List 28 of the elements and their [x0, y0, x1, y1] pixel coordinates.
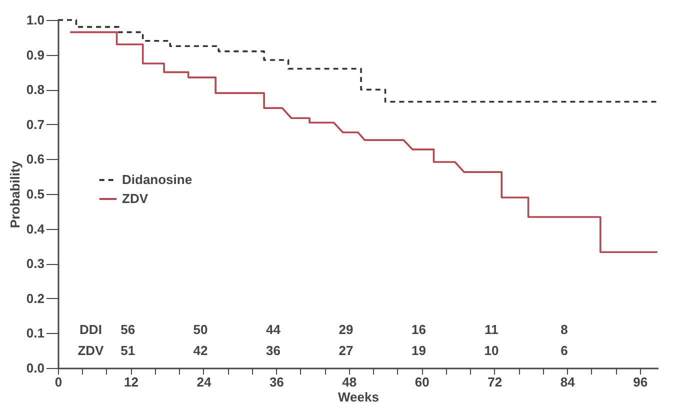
y-tick-label: 0.1 — [26, 326, 44, 341]
y-tick-label: 0.6 — [26, 152, 44, 167]
line-series — [57, 19, 659, 103]
x-tick-label: 60 — [414, 374, 430, 390]
y-axis-title: Probability — [7, 160, 22, 228]
y-tick-label: 0.9 — [26, 47, 44, 62]
x-tick-label: 72 — [488, 374, 502, 390]
legend-label: ZDV — [122, 191, 148, 206]
y-tick-label: 0.3 — [26, 256, 44, 272]
text: ZDV 51 42 36 27 19 10 6 — [78, 343, 568, 358]
text: DDI 56 50 44 29 16 11 8 — [80, 322, 568, 337]
y-tick-label: 0.0 — [26, 360, 44, 376]
x-tick-label: 0 — [54, 374, 62, 390]
x-tick-label: 96 — [633, 374, 648, 390]
legend-label: Didanosine — [122, 172, 192, 187]
y-tick-label: 0.8 — [26, 82, 44, 98]
y-tick-label: 0.7 — [26, 116, 44, 132]
line-series — [69, 31, 658, 254]
y-tick-label: 0.4 — [26, 221, 46, 236]
x-tick-label: 24 — [196, 374, 212, 390]
x-tick-label: 12 — [124, 374, 138, 390]
y-tick-label: 0.5 — [26, 186, 44, 202]
y-tick-label: 0.2 — [26, 290, 44, 306]
x-axis-title: Weeks — [338, 390, 379, 404]
y-tick-label: 1.0 — [26, 12, 44, 28]
x-tick-label: 36 — [269, 374, 284, 390]
x-tick-label: 48 — [342, 374, 357, 390]
x-tick-label: 84 — [560, 374, 576, 390]
